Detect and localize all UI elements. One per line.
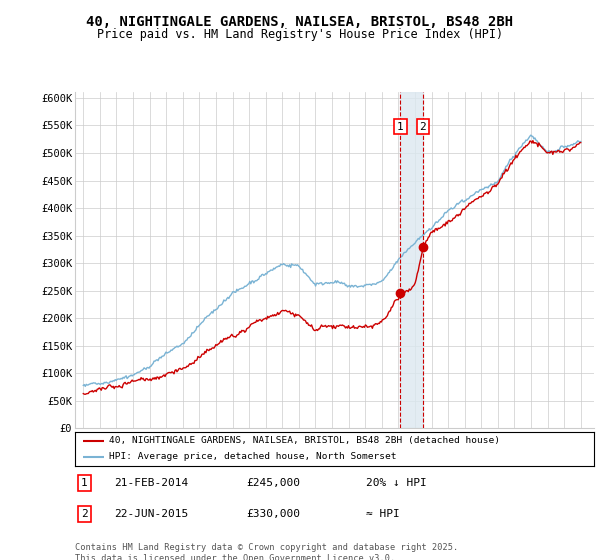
Text: £245,000: £245,000 — [246, 478, 300, 488]
Text: 1: 1 — [397, 122, 404, 132]
Text: Price paid vs. HM Land Registry's House Price Index (HPI): Price paid vs. HM Land Registry's House … — [97, 28, 503, 41]
Text: 40, NIGHTINGALE GARDENS, NAILSEA, BRISTOL, BS48 2BH: 40, NIGHTINGALE GARDENS, NAILSEA, BRISTO… — [86, 15, 514, 29]
Text: ≈ HPI: ≈ HPI — [365, 509, 400, 519]
Text: HPI: Average price, detached house, North Somerset: HPI: Average price, detached house, Nort… — [109, 452, 396, 461]
Text: 2: 2 — [81, 509, 88, 519]
Text: Contains HM Land Registry data © Crown copyright and database right 2025.
This d: Contains HM Land Registry data © Crown c… — [75, 543, 458, 560]
Bar — [400, 92, 423, 428]
Text: 2: 2 — [419, 122, 426, 132]
Text: 20% ↓ HPI: 20% ↓ HPI — [365, 478, 427, 488]
Text: 40, NIGHTINGALE GARDENS, NAILSEA, BRISTOL, BS48 2BH (detached house): 40, NIGHTINGALE GARDENS, NAILSEA, BRISTO… — [109, 436, 500, 445]
Text: 21-FEB-2014: 21-FEB-2014 — [114, 478, 188, 488]
Text: 22-JUN-2015: 22-JUN-2015 — [114, 509, 188, 519]
Text: £330,000: £330,000 — [246, 509, 300, 519]
Text: 1: 1 — [81, 478, 88, 488]
